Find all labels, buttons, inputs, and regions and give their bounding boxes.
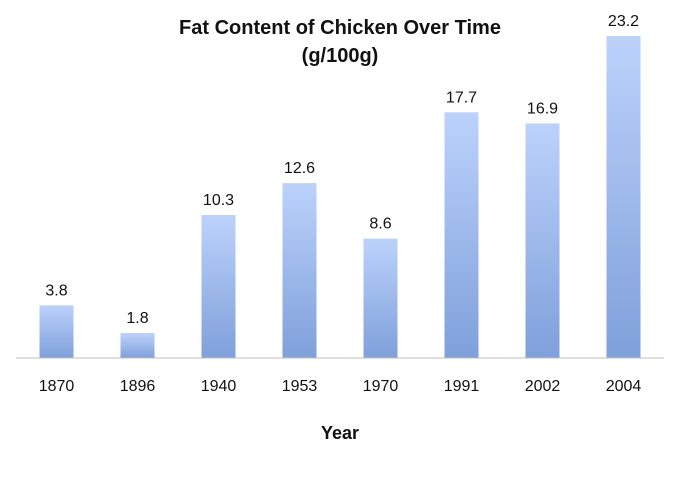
- chart-title: Fat Content of Chicken Over Time: [179, 17, 501, 39]
- bars-group: [39, 36, 641, 359]
- x-tick-label-1953: 1953: [282, 378, 318, 395]
- x-tick-label-1870: 1870: [39, 378, 75, 395]
- x-tick-labels-group: 1870 1896 1940 1953 1970 1991 2002 2004: [39, 378, 642, 395]
- chart-subtitle: (g/100g): [302, 45, 379, 67]
- x-tick-label-1991: 1991: [444, 378, 480, 395]
- bar-2004: [606, 36, 641, 358]
- data-label-1991: 17.7: [446, 89, 477, 106]
- data-label-1953: 12.6: [284, 160, 315, 177]
- x-axis-title: Year: [321, 423, 359, 443]
- bar-1970: [363, 238, 398, 358]
- data-label-2004: 23.2: [608, 13, 639, 30]
- data-label-1970: 8.6: [369, 216, 391, 233]
- data-labels-group: 3.8 1.8 10.3 12.6 8.6 17.7 16.9 23.2: [45, 13, 639, 327]
- data-label-1940: 10.3: [203, 192, 234, 209]
- bar-1870: [39, 305, 74, 358]
- data-label-1870: 3.8: [45, 282, 67, 299]
- x-tick-label-2004: 2004: [606, 378, 642, 395]
- x-tick-label-1970: 1970: [363, 378, 399, 395]
- data-label-2002: 16.9: [527, 100, 558, 117]
- data-label-1896: 1.8: [126, 310, 148, 327]
- bar-1991: [444, 112, 479, 358]
- x-tick-label-1940: 1940: [201, 378, 237, 395]
- bar-2002: [525, 123, 560, 359]
- bar-1896: [120, 333, 155, 358]
- x-tick-label-1896: 1896: [120, 378, 156, 395]
- bar-1953: [282, 183, 317, 358]
- x-tick-label-2002: 2002: [525, 378, 561, 395]
- bar-1940: [201, 215, 236, 358]
